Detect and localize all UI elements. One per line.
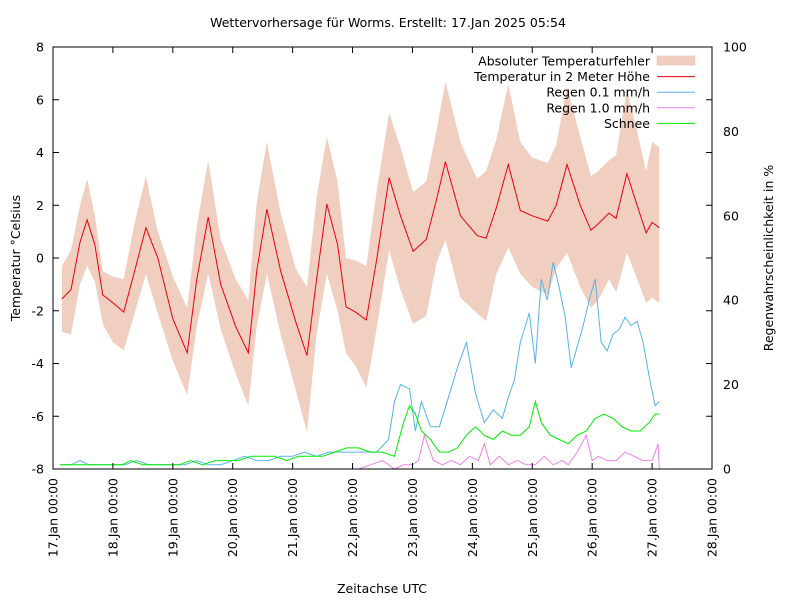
x-tick-label: 23.Jan 00:00: [405, 478, 420, 557]
x-axis-label: Zeitachse UTC: [337, 581, 427, 596]
y2-tick-label: 80: [723, 124, 739, 139]
rain-1-0-line: [358, 433, 660, 470]
y-tick-label: 8: [36, 40, 44, 55]
x-tick-label: 26.Jan 00:00: [585, 478, 600, 557]
y-tick-label: -8: [32, 462, 45, 477]
legend-label: Regen 0.1 mm/h: [546, 85, 650, 100]
chart-title: Wettervorhersage für Worms. Erstellt: 17…: [210, 15, 566, 30]
precipitation-layer: [60, 262, 660, 470]
plot-area: [60, 81, 660, 470]
y2-tick-label: 0: [723, 462, 731, 477]
legend-label: Temperatur in 2 Meter Höhe: [473, 69, 650, 84]
x-tick-label: 22.Jan 00:00: [345, 478, 360, 557]
y-tick-label: 0: [36, 251, 44, 266]
x-tick-label: 27.Jan 00:00: [645, 478, 660, 557]
snow-line: [60, 399, 660, 466]
legend-label: Schnee: [604, 116, 650, 131]
x-tick-label: 25.Jan 00:00: [525, 478, 540, 557]
y-tick-label: 2: [36, 198, 44, 213]
y-tick-label: 6: [36, 92, 44, 107]
x-tick-label: 28.Jan 00:00: [705, 478, 720, 557]
y2-tick-label: 100: [723, 40, 747, 55]
error-band-layer: [61, 81, 660, 433]
x-tick-label: 20.Jan 00:00: [225, 478, 240, 557]
legend-label: Absoluter Temperaturfehler: [478, 54, 651, 69]
error-band-area: [61, 81, 660, 433]
y-tick-label: 4: [36, 145, 44, 160]
x-tick-label: 24.Jan 00:00: [465, 478, 480, 557]
x-tick-label: 19.Jan 00:00: [165, 478, 180, 557]
y-axis-left: -8 -6 -4 -2 0 2 4 6 8: [32, 40, 712, 477]
y2-tick-label: 60: [723, 208, 739, 223]
x-tick-label: 17.Jan 00:00: [46, 478, 61, 557]
y-axis-right: 0 20 40 60 80 100: [723, 40, 747, 477]
y2-axis-label: Regenwahrscheinlichkeit in %: [761, 165, 776, 352]
y-axis-label: Temperatur °Celsius: [8, 195, 23, 322]
rain-0-1-line: [60, 262, 660, 466]
y-tick-label: -4: [32, 356, 45, 371]
y2-tick-label: 40: [723, 293, 739, 308]
legend-swatch-box: [656, 55, 696, 66]
temperature-line: [61, 161, 660, 356]
x-tick-label: 18.Jan 00:00: [105, 478, 120, 557]
y-tick-label: -2: [32, 303, 44, 318]
temperature-layer: [61, 161, 660, 356]
legend-label: Regen 1.0 mm/h: [546, 100, 650, 115]
y-tick-label: -6: [32, 409, 45, 424]
x-axis: 17.Jan 00:00 18.Jan 00:00 19.Jan 00:00 20.J…: [46, 47, 720, 557]
x-tick-label: 21.Jan 00:00: [285, 478, 300, 557]
y2-tick-label: 20: [723, 377, 739, 392]
